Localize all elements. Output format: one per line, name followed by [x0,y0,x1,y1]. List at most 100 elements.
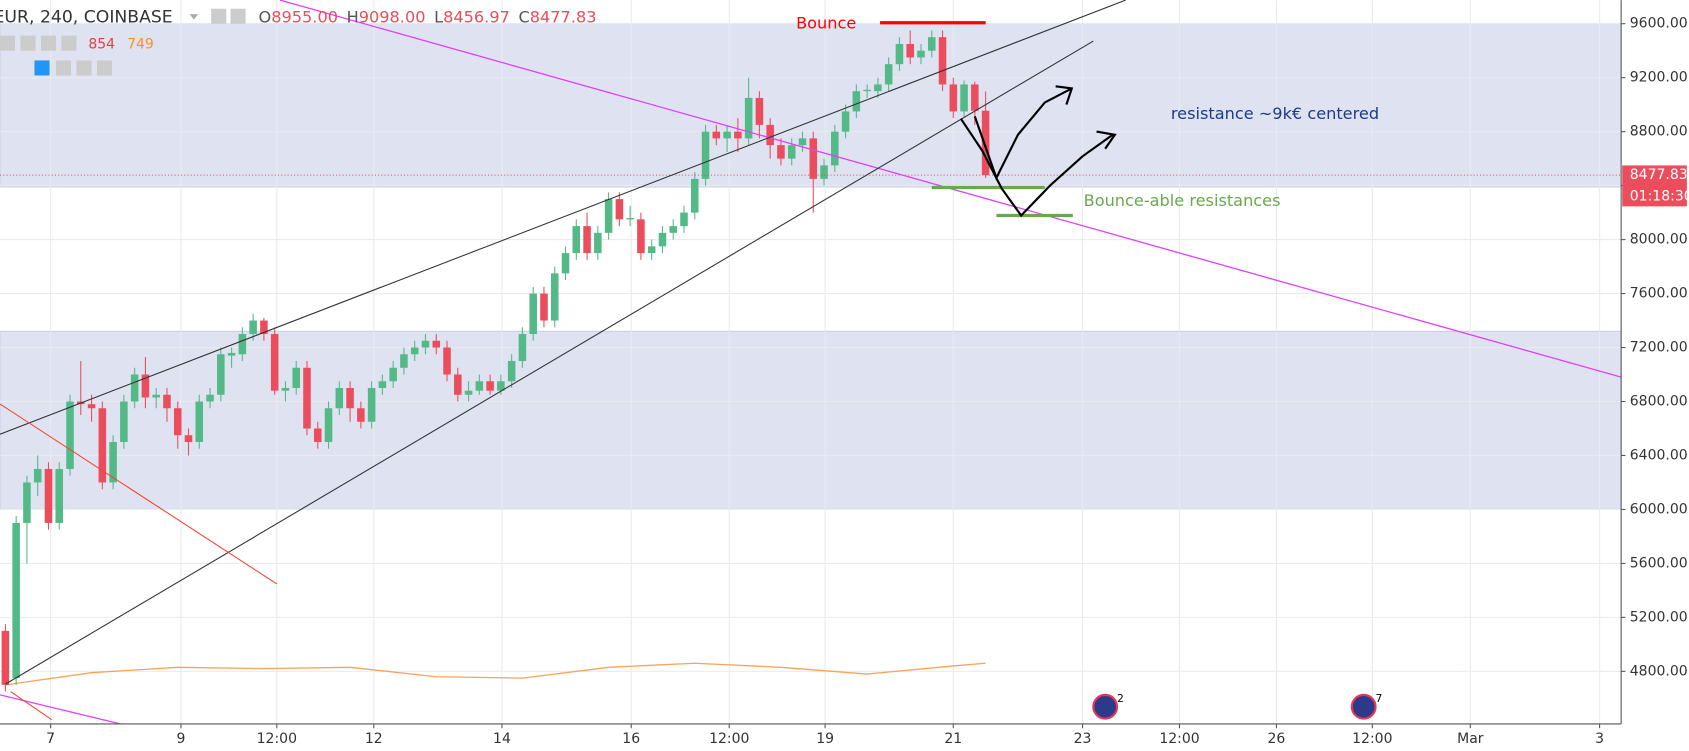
candle-body [292,367,300,389]
candle-body [540,293,548,321]
ohlc-value: 8477.83 [530,7,597,26]
candle-body [335,388,344,409]
candle-body [734,131,742,139]
y-tick-label: 7600.00 [1630,286,1688,302]
candle-body [841,111,850,132]
indicator-value: 854 [88,36,115,52]
x-tick-label: 12 [365,731,383,747]
candle-body [583,226,591,254]
icon[interactable] [0,35,16,51]
candle-body [55,468,64,523]
y-tick-label: 8800.00 [1630,124,1688,140]
icon[interactable] [96,60,113,76]
candle-body [604,199,613,233]
ohlc-key: C [518,7,529,26]
icon[interactable] [40,35,57,51]
last-price-box [1622,165,1687,207]
candle-body [874,84,882,92]
candle-body [809,138,818,179]
last-price-label: 8477.83 [1630,167,1688,183]
candle-body [475,381,484,391]
candle-body [647,246,656,254]
trend-line [0,403,278,585]
ohlc-value: 9098.00 [359,7,426,26]
y-tick-label: 6400.00 [1630,447,1688,463]
candles [0,30,1622,692]
candle-body [529,293,537,335]
candle-body [669,226,678,233]
dropdown-icon[interactable] [189,14,199,20]
symbol-title: EUR, 240, COINBASE [0,7,173,27]
icon[interactable] [76,60,92,76]
event-icon[interactable] [1350,693,1377,720]
candle-body [712,131,721,139]
resistance-zone [0,330,1622,510]
ohlc-value: 8456.97 [443,7,510,26]
candle-body [206,394,214,402]
x-tick-label: 12:00 [1159,731,1199,747]
y-tick-label: 5600.00 [1630,555,1688,571]
candle-body [23,482,31,523]
candle-body [98,408,107,483]
candle-body [637,219,645,254]
ohlc-key: O [259,7,272,26]
candle-body [798,138,807,146]
icon[interactable] [230,8,246,24]
candle-body [195,401,204,442]
header: EUR, 240, COINBASE O8955.00 H9098.00 L8456… [0,7,597,76]
channel-line [5,40,1094,685]
indicator-value: 749 [127,36,154,52]
ohlc-key: L [434,7,443,26]
candle-body [324,408,333,442]
candle-body [723,131,731,139]
arrow-head [1055,85,1074,105]
candle-body [217,354,225,395]
x-tick-label: 21 [944,731,962,747]
candle-body [367,388,376,422]
candle-body [120,401,128,442]
candle-body [971,84,979,111]
candle-body [249,320,257,335]
time-axis [0,723,1689,751]
candle-body [884,64,893,85]
candle-body [981,110,990,176]
candle-body [12,522,20,679]
y-tick-label: 5200.00 [1630,609,1688,625]
x-tick-label: 19 [816,731,834,747]
candle-body [400,354,408,368]
axes: 4800.00 5200.00 5600.00 6000.00 6400.00 6800.… [46,16,1689,747]
candle-body [1,630,10,685]
candle-body [863,89,871,92]
candle-body [927,37,936,51]
icon[interactable] [34,60,50,76]
x-tick-label: 3 [1595,731,1604,747]
y-tick-label: 7200.00 [1630,340,1688,356]
price-axis [1621,0,1689,751]
candle-body [917,50,925,58]
candle-body [238,334,247,355]
candle-body [357,408,365,422]
annotation: Bounce [796,13,856,32]
candle-body [777,145,785,159]
candle-body [701,131,710,179]
x-tick-label: 16 [622,731,640,747]
candle-body [831,131,839,166]
events: 2 7 [1092,692,1382,720]
candle-body [615,199,624,220]
icon[interactable] [211,8,227,24]
event-icon[interactable] [1092,693,1119,720]
x-tick-label: 9 [177,731,186,747]
candle-body [260,320,268,335]
candle-body [680,212,688,227]
candle-body [141,374,150,398]
icon[interactable] [20,35,36,51]
y-tick-label: 8000.00 [1630,232,1688,248]
candle-body [766,124,774,146]
icon[interactable] [56,60,72,76]
icon[interactable] [61,35,77,51]
y-tick-label: 6800.00 [1630,394,1688,410]
candle-body [755,97,764,125]
trend-line [0,694,121,725]
annotation: Bounce-able resistances [1084,191,1281,210]
candle-body [270,334,279,391]
